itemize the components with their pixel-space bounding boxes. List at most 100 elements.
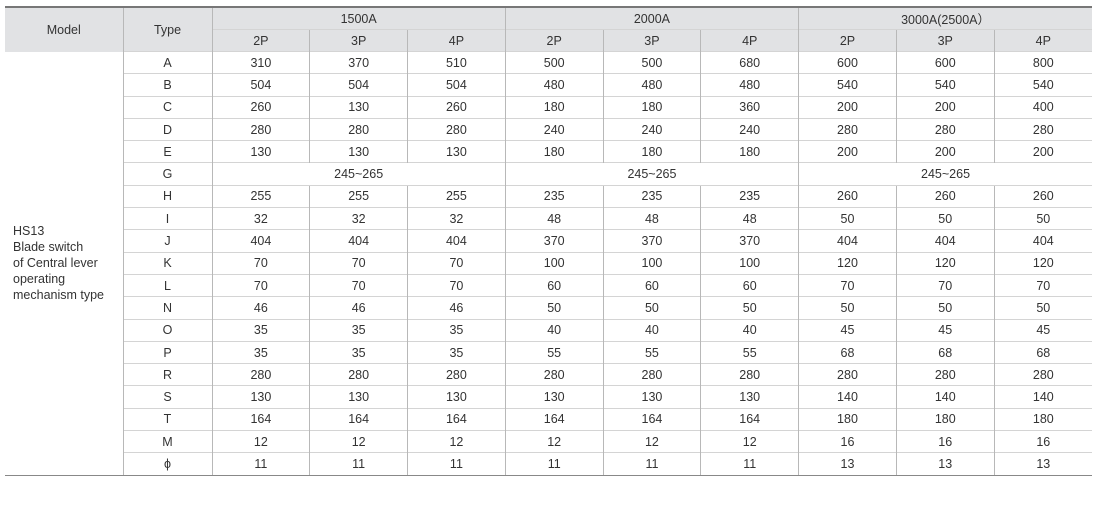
model-line: mechanism type [13,288,105,303]
current-group-header: 1500A [211,6,506,30]
value-cell: 50 [602,296,701,320]
value-cell: 255 [309,184,408,208]
table-row: S 130 130 130 130 130 130 140 140 140 [5,385,1092,409]
value-cell: 13 [798,452,897,476]
value-cell: 280 [993,117,1092,141]
value-cell: 16 [798,430,897,453]
value-cell: 32 [309,207,408,230]
value-cell: 260 [798,184,897,208]
value-cell-merged: 245~265 [504,162,799,186]
value-cell: 50 [895,207,995,230]
value-cell: 280 [895,117,995,141]
value-cell: 404 [798,229,897,253]
value-cell: 11 [309,452,408,476]
value-cell: 12 [211,430,310,453]
value-cell: 400 [993,95,1092,119]
value-cell: 370 [504,229,604,253]
value-cell: 55 [602,340,701,364]
value-cell: 40 [504,318,604,342]
value-cell: 130 [309,385,408,409]
value-cell: 200 [895,95,995,119]
table-row: M 12 12 12 12 12 12 16 16 16 [5,430,1092,453]
value-cell: 70 [309,251,408,275]
value-cell: 40 [602,318,701,342]
value-cell: 12 [407,430,506,453]
table-row: ϕ 11 11 11 11 11 11 13 13 13 [5,452,1092,476]
value-cell: 11 [602,452,701,476]
type-cell: A [122,50,212,74]
model-line: HS13 [13,224,45,239]
table-row: J 404 404 404 370 370 370 404 404 404 [5,229,1092,253]
value-cell: 404 [407,229,506,253]
value-cell: 11 [504,452,604,476]
value-cell-merged: 245~265 [798,162,1092,186]
value-cell: 60 [700,273,799,297]
table-row: C 260 130 260 180 180 360 200 200 400 [5,95,1092,119]
type-cell: J [122,229,212,253]
value-cell: 45 [798,318,897,342]
header-row-groups: Model Type 1500A 2000A 3000A(2500A） [5,6,1092,52]
value-cell: 68 [798,340,897,364]
value-cell: 504 [211,73,310,97]
type-cell: I [122,207,212,230]
value-cell: 60 [504,273,604,297]
value-cell: 130 [211,385,310,409]
value-cell: 13 [993,452,1092,476]
value-cell: 50 [504,296,604,320]
current-group-header: 2000A [504,6,799,30]
value-cell: 35 [211,318,310,342]
value-cell: 260 [895,184,995,208]
type-cell: T [122,407,212,431]
value-cell: 50 [993,207,1092,230]
value-cell: 13 [895,452,995,476]
value-cell: 180 [895,407,995,431]
value-cell: 70 [798,273,897,297]
value-cell: 280 [309,363,408,386]
value-cell-merged: 245~265 [211,162,506,186]
value-cell: 12 [309,430,408,453]
value-cell: 50 [700,296,799,320]
type-cell: ϕ [122,452,212,476]
value-cell: 235 [504,184,604,208]
type-cell: D [122,117,212,141]
pole-header: 3P [309,29,408,52]
value-cell: 32 [407,207,506,230]
value-cell: 70 [211,273,310,297]
value-cell: 235 [700,184,799,208]
value-cell: 280 [407,363,506,386]
table-row: E 130 130 130 180 180 180 200 200 200 [5,140,1092,163]
value-cell: 480 [504,73,604,97]
value-cell: 600 [798,50,897,74]
value-cell: 540 [895,73,995,97]
value-cell: 140 [993,385,1092,409]
value-cell: 48 [504,207,604,230]
value-cell: 500 [504,50,604,74]
value-cell: 255 [211,184,310,208]
value-cell: 55 [700,340,799,364]
value-cell: 280 [407,117,506,141]
value-cell: 68 [895,340,995,364]
current-group-header: 3000A(2500A） [798,6,1092,30]
value-cell: 120 [798,251,897,275]
pole-header: 2P [504,29,604,52]
type-header: Type [122,6,212,52]
model-header: Model [5,6,123,52]
header-row-poles: 2P 3P 4P 2P 3P 4P 2P 3P 4P [5,29,1092,52]
value-cell: 540 [798,73,897,97]
value-cell: 120 [993,251,1092,275]
table-row: G 245~265 245~265 245~265 [5,162,1092,186]
value-cell: 70 [993,273,1092,297]
pole-header: 2P [798,29,897,52]
value-cell: 130 [309,140,408,163]
table-row: P 35 35 35 55 55 55 68 68 68 [5,340,1092,364]
table-row: HS13 Blade switch of Central lever operatin… [5,50,1092,476]
value-cell: 60 [602,273,701,297]
value-cell: 35 [309,318,408,342]
value-cell: 45 [993,318,1092,342]
value-cell: 164 [602,407,701,431]
value-cell: 404 [895,229,995,253]
value-cell: 370 [309,50,408,74]
value-cell: 280 [211,363,310,386]
value-cell: 240 [504,117,604,141]
table-row: I 32 32 32 48 48 48 50 50 50 [5,207,1092,230]
